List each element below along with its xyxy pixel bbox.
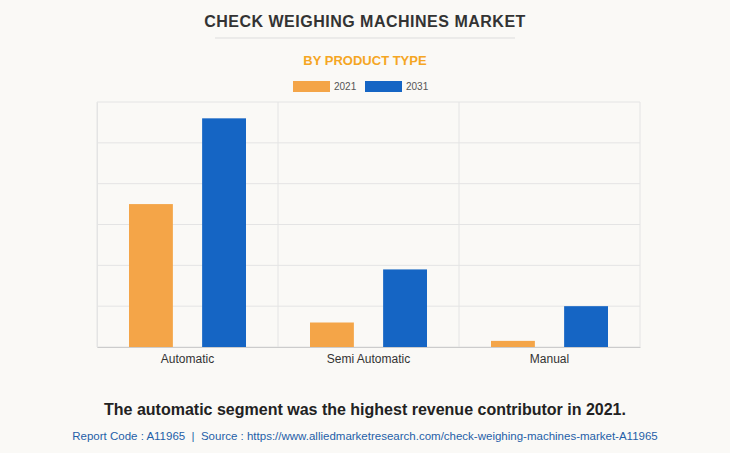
legend-label: 2021 <box>334 81 357 92</box>
grid <box>97 102 640 347</box>
y-axis <box>97 103 99 348</box>
grid-line <box>97 265 640 266</box>
y-axis-line <box>97 103 98 348</box>
x-tick: Automatic <box>161 347 214 366</box>
bar <box>310 323 354 348</box>
caption: The automatic segment was the highest re… <box>104 401 626 418</box>
bar <box>491 341 535 347</box>
grid-line <box>97 142 640 143</box>
bars <box>129 118 608 347</box>
legend-swatch <box>293 81 330 92</box>
x-axis: Automatic Semi Automatic Manual <box>98 347 641 366</box>
grid-line <box>97 183 640 184</box>
grid-line <box>97 347 640 348</box>
legend-item: 2031 <box>365 81 429 92</box>
legend-item: 2021 <box>293 81 357 92</box>
grid-line <box>97 306 640 307</box>
x-tick-label: Semi Automatic <box>327 352 410 366</box>
x-axis-line <box>98 347 641 348</box>
x-tick-label: Manual <box>530 352 569 366</box>
category-separator <box>97 102 98 347</box>
chart: CHECK WEIGHING MACHINES MARKET BY PRODUCT… <box>0 0 730 453</box>
title: CHECK WEIGHING MACHINES MARKET <box>204 13 526 30</box>
category-separator <box>278 102 279 347</box>
x-tick-label: Automatic <box>161 352 214 366</box>
category-separator <box>640 102 641 347</box>
subtitle: BY PRODUCT TYPE <box>303 53 427 68</box>
grid-line <box>97 102 640 103</box>
legend: 2021 2031 <box>293 81 429 92</box>
x-tick: Manual <box>530 347 569 366</box>
category-separator <box>459 102 460 347</box>
bar <box>202 118 246 347</box>
source: Report Code : A11965 | Source : https://… <box>72 430 658 442</box>
bar <box>383 269 427 347</box>
legend-swatch <box>365 81 402 92</box>
grid-line <box>97 224 640 225</box>
bar <box>564 306 608 347</box>
legend-label: 2031 <box>406 81 429 92</box>
x-tick: Semi Automatic <box>327 347 410 366</box>
bar <box>129 204 173 347</box>
title-rule <box>215 38 515 39</box>
